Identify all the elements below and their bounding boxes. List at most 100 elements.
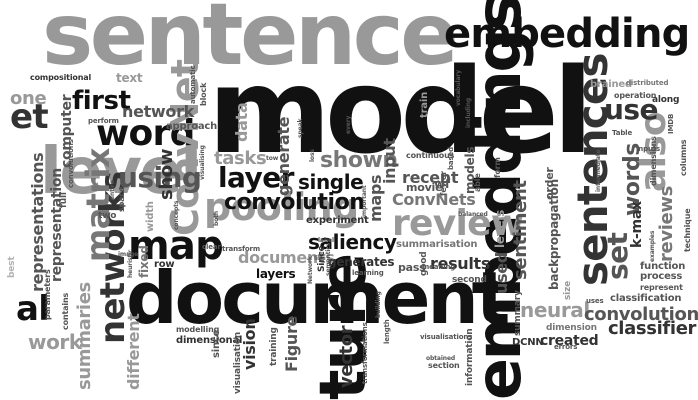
word-classification: classification — [610, 293, 682, 304]
word-using: using — [118, 161, 202, 194]
word-since: since — [211, 329, 222, 358]
word-errors: errors — [554, 343, 578, 351]
word-shown: shown — [320, 148, 398, 173]
word-compositional: compositional — [30, 73, 92, 82]
word-transform: transform — [222, 245, 261, 253]
word-clear: clear — [202, 243, 221, 251]
word-both: both — [213, 210, 220, 226]
word-transformations: transformations — [361, 322, 369, 384]
word-based: based — [447, 147, 455, 170]
word-image: image — [118, 251, 139, 258]
word-contains: contains — [61, 292, 70, 330]
word-work: work — [28, 330, 82, 354]
word-tow: tow — [266, 155, 279, 162]
word-layer: layer — [218, 161, 294, 194]
word-generate: generate — [274, 116, 293, 196]
word-summarisation: summarisation — [396, 239, 478, 250]
word-wf: wf — [434, 177, 450, 191]
word-vector: vector — [336, 325, 357, 388]
word-first: first — [72, 86, 131, 116]
word-visualisation: visualisation — [233, 331, 243, 394]
word-block: block — [199, 82, 208, 106]
word-set: set — [601, 232, 634, 280]
word-loss: loss — [309, 149, 316, 162]
word-fewer: fewer — [439, 171, 448, 196]
word-visualising: visualising — [199, 145, 206, 180]
word-brained: brained — [590, 79, 632, 90]
word-network: network — [122, 102, 194, 121]
word-width: width — [145, 201, 156, 232]
word-sentence: sentence — [42, 0, 459, 85]
word-review: review — [392, 203, 524, 244]
word-distributed: distributed — [626, 79, 669, 87]
word-vocabulary: vocabulary — [455, 70, 462, 106]
word-neural: neural — [520, 298, 590, 322]
word-automatic: automatic — [189, 65, 197, 104]
word-vision: vision — [240, 318, 259, 370]
word-represent: represent — [640, 283, 683, 292]
word-semantics: semantics — [325, 242, 332, 276]
word-operation: operation — [614, 91, 657, 100]
word-label: label — [318, 237, 334, 244]
word-convolutions: convolutions — [67, 139, 75, 188]
word-full: full — [59, 192, 69, 208]
word-summary: summary — [513, 290, 523, 336]
word-one: one — [10, 88, 47, 109]
word-parameters: parameters — [43, 269, 52, 320]
word-document: document — [126, 256, 510, 340]
word-two: two — [98, 211, 117, 221]
word-saliency: saliency — [308, 230, 397, 254]
word-learning: learning — [352, 269, 384, 277]
word-approach: approach — [166, 121, 218, 132]
word-classifier: classifier — [608, 318, 697, 339]
word-entire: entire — [109, 180, 116, 200]
word-dimensional: dimensional — [176, 335, 243, 346]
word-modelling: modelling — [176, 325, 220, 334]
word-text: text — [116, 71, 143, 85]
word-dimension: dimension — [546, 323, 597, 333]
word-tasks: tasks — [214, 148, 267, 169]
word-sentiment: sentiment — [510, 180, 531, 280]
word-input: input — [380, 138, 399, 184]
word-layers: layers — [256, 267, 296, 281]
word-generates: generates — [328, 255, 395, 269]
word-size: size — [563, 280, 573, 300]
word-examples: examples — [649, 230, 656, 262]
word-convolution: convolution — [224, 190, 365, 215]
word-matrix: matrix — [79, 148, 117, 262]
word-training: training — [269, 327, 279, 366]
word-columns: columns — [679, 139, 688, 176]
word-use: use — [604, 93, 658, 126]
word-data: data — [232, 102, 251, 142]
word-fixed: fixed — [137, 245, 151, 278]
word-uses: uses — [586, 297, 604, 305]
word-k-max: k-max — [629, 201, 645, 248]
word-visualisations: visualisations — [420, 333, 473, 341]
word-perform: perform — [88, 117, 119, 125]
word-important: important — [361, 185, 368, 218]
word-train: train — [419, 91, 430, 118]
word-show: show — [156, 148, 177, 200]
word-dimensions: dimensions — [649, 136, 658, 186]
word-building: building — [375, 291, 382, 318]
word-every: every — [345, 115, 352, 134]
word-row: row — [154, 259, 175, 270]
word-meaning: meaning — [422, 263, 456, 271]
word-order: order — [543, 167, 556, 200]
word-et: et — [10, 97, 49, 137]
word-pooling: pooling — [204, 185, 359, 229]
word-like: like — [314, 255, 326, 262]
word-representation: representation — [49, 168, 65, 282]
word-results: results — [430, 254, 491, 273]
word-section: section — [428, 361, 460, 370]
word-level: level — [40, 135, 202, 209]
word-concepts: concepts — [173, 200, 180, 230]
word-Figure: Figure — [282, 315, 301, 372]
word-best: best — [7, 256, 17, 279]
word-balanced: balanced — [458, 211, 488, 218]
word-movie: movie — [406, 181, 443, 194]
word-along: along — [652, 95, 680, 105]
word-experiment: experiment — [306, 215, 369, 226]
word-map: map — [128, 223, 224, 269]
